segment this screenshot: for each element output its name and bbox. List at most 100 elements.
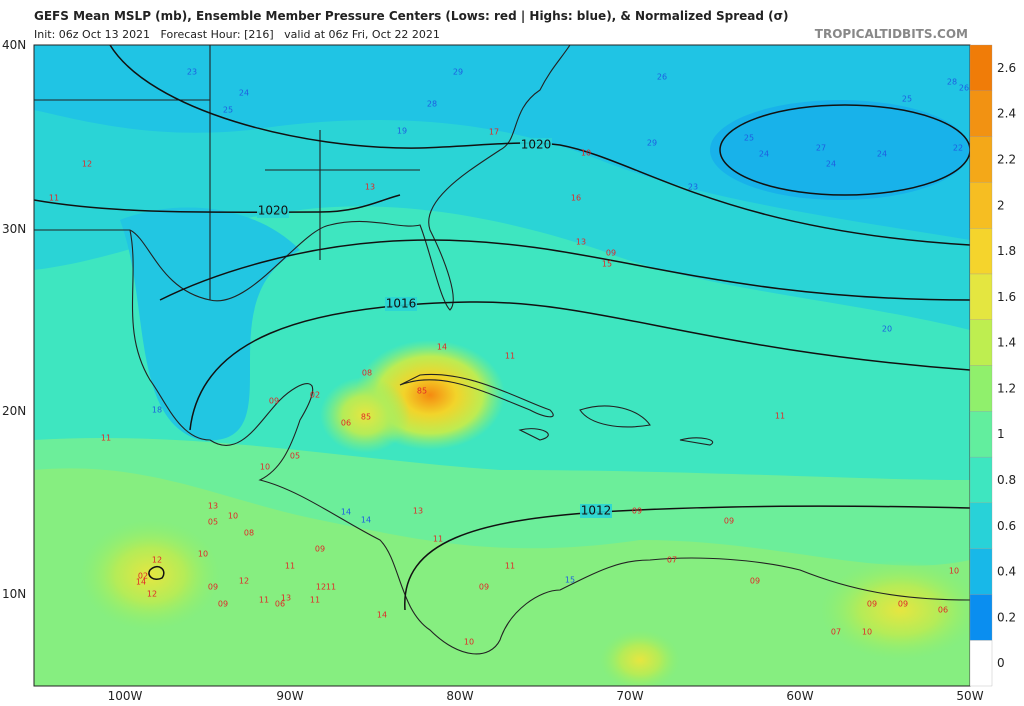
colorbar-segment [969, 640, 993, 687]
high-center: 24 [877, 150, 887, 159]
low-center: 10 [260, 463, 270, 472]
low-center: 09 [867, 600, 877, 609]
low-center: 09 [269, 397, 279, 406]
isobar-label-bg [580, 504, 612, 518]
low-center: 09 [898, 600, 908, 609]
low-center: 10 [581, 149, 591, 158]
low-center: 14 [377, 611, 387, 620]
isobar-label: 1016 [386, 297, 417, 311]
low-center: 10 [464, 638, 474, 647]
high-center: 24 [826, 160, 836, 169]
colorbar-label: 2.4 [997, 107, 1016, 121]
isobar-label: 1020 [258, 204, 289, 218]
low-center: 13 [576, 238, 586, 247]
colorbar-label: 1.2 [997, 381, 1016, 395]
low-center: 11 [326, 583, 336, 592]
low-center: 05 [208, 518, 218, 527]
lat-label: 20N [2, 404, 26, 418]
low-center: 09 [632, 507, 642, 516]
low-center: 09 [315, 545, 325, 554]
high-center: 18 [152, 406, 162, 415]
colorbar-label: 0 [997, 656, 1005, 670]
colorbar-label: 1.8 [997, 244, 1016, 258]
low-center: 16 [571, 194, 581, 203]
lon-label: 100W [108, 689, 143, 703]
low-center: 07 [667, 556, 677, 565]
lat-label: 40N [2, 38, 26, 52]
low-center: 11 [259, 596, 269, 605]
lon-label: 80W [446, 689, 473, 703]
colorbar-segment [969, 548, 993, 595]
isobar-label: 1012 [581, 504, 612, 518]
colorbar-label: 1 [997, 427, 1005, 441]
low-center: 10 [949, 567, 959, 576]
low-center: 11 [310, 596, 320, 605]
low-center: 85 [361, 413, 371, 422]
high-center: 24 [239, 89, 249, 98]
colorbar-label: 1.4 [997, 336, 1016, 350]
colorbar-label: 2.6 [997, 61, 1016, 75]
colorbar: 0 0.2 0.4 0.6 0.8 1 1.2 1.4 1.6 1.8 2 2.2 2.4 2.6 [969, 44, 1016, 687]
low-center: 09 [479, 583, 489, 592]
colorbar-segment [969, 365, 993, 412]
low-center: 06 [275, 600, 285, 609]
colorbar-segment [969, 227, 993, 275]
low-center: 02 [138, 572, 148, 581]
high-center: 20 [882, 325, 892, 334]
low-center: 10 [198, 550, 208, 559]
high-center: 14 [361, 516, 371, 525]
low-center: 08 [362, 369, 372, 378]
low-center: 12 [82, 160, 92, 169]
low-center: 09 [750, 577, 760, 586]
lon-label: 70W [616, 689, 643, 703]
low-center: 17 [489, 128, 499, 137]
isobar-label-bg [520, 138, 552, 152]
colorbar-label: 0.8 [997, 473, 1016, 487]
high-center: 29 [647, 139, 657, 148]
low-center: 09 [606, 249, 616, 258]
low-center: 07 [831, 628, 841, 637]
low-center: 02 [310, 391, 320, 400]
low-center: 13 [281, 594, 291, 603]
low-center: 12 [316, 583, 326, 592]
high-center: 28 [427, 100, 437, 109]
low-center: 13 [208, 502, 218, 511]
low-center: 11 [101, 434, 111, 443]
map-field [34, 45, 970, 686]
high-center: 25 [744, 134, 754, 143]
isobar-label: 1020 [521, 138, 552, 152]
low-center: 06 [938, 606, 948, 615]
low-center: 12 [147, 590, 157, 599]
title: GEFS Mean MSLP (mb), Ensemble Member Pre… [34, 9, 788, 23]
low-center: 09 [208, 583, 218, 592]
low-center: 11 [49, 194, 59, 203]
lon-label: 60W [786, 689, 813, 703]
subtitle: Init: 06z Oct 13 2021 Forecast Hour: [21… [34, 28, 440, 41]
colorbar-label: 0.4 [997, 565, 1016, 579]
high-center: 29 [453, 68, 463, 77]
credit: TROPICALTIDBITS.COM [815, 27, 968, 41]
colorbar-segment [969, 182, 993, 229]
high-center: 24 [759, 150, 769, 159]
colorbar-segment [969, 502, 993, 549]
low-center: 13 [365, 183, 375, 192]
high-center: 15 [565, 576, 575, 585]
high-center: 27 [816, 144, 826, 153]
colorbar-label: 0.6 [997, 519, 1016, 533]
high-center: 26 [959, 84, 969, 93]
high-center: 26 [657, 73, 667, 82]
low-center: 11 [505, 562, 515, 571]
low-center: 09 [724, 517, 734, 526]
colorbar-segment [969, 411, 993, 458]
low-center: 12 [239, 577, 249, 586]
colorbar-segment [969, 594, 993, 641]
colorbar-segment [969, 319, 993, 366]
low-center: 08 [244, 529, 254, 538]
colorbar-label: 1.6 [997, 290, 1016, 304]
low-center: 09 [218, 600, 228, 609]
colorbar-segment [969, 456, 993, 504]
low-center: 13 [413, 507, 423, 516]
colorbar-label: 0.2 [997, 610, 1016, 624]
low-center: 85 [417, 387, 427, 396]
